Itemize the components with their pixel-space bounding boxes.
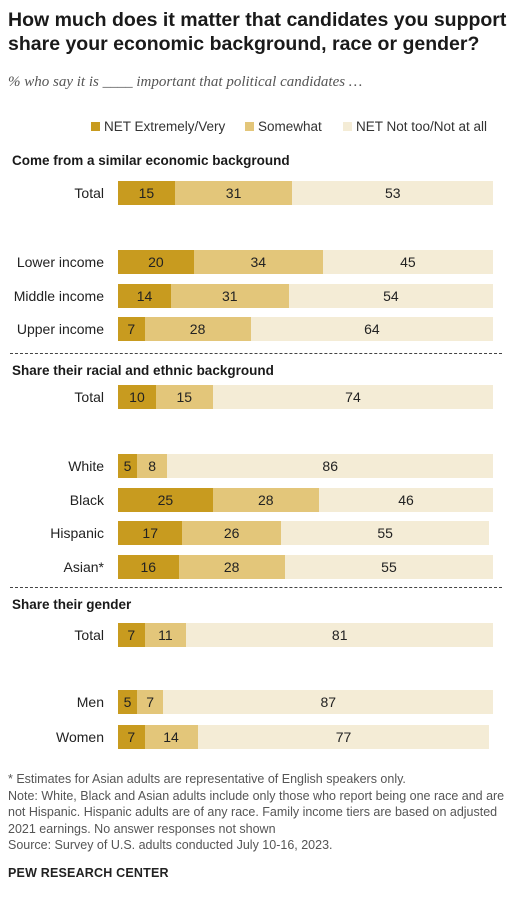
note-methodology: Note: White, Black and Asian adults incl… (8, 788, 505, 836)
stacked-bar: 15 31 53 (118, 181, 494, 205)
section-title: Share their racial and ethnic background (12, 363, 274, 378)
note-asterisk: * Estimates for Asian adults are represe… (8, 772, 406, 786)
bar-segment: 26 (182, 521, 281, 545)
row-label: Men (76, 694, 104, 710)
bar-segment: 7 (118, 317, 145, 341)
row-label: Middle income (13, 288, 104, 304)
stacked-bar: 14 31 54 (118, 284, 494, 308)
bar-segment: 31 (171, 284, 289, 308)
row-label: Women (56, 729, 104, 745)
bar-segment: 87 (163, 690, 494, 714)
bar-segment: 77 (197, 725, 490, 749)
stacked-bar: 25 28 46 (118, 488, 494, 512)
bar-segment: 5 (118, 454, 137, 478)
bar-segment: 28 (212, 488, 319, 512)
chart-title: How much does it matter that candidates … (8, 9, 507, 55)
row-label: Total (74, 627, 104, 643)
legend-item-net-not-too: NET Not too/Not at all (343, 119, 487, 134)
legend-label: Somewhat (258, 119, 322, 134)
legend: NET Extremely/Very Somewhat NET Not too/… (0, 119, 529, 137)
bar-segment: 81 (186, 623, 494, 647)
bar-segment: 34 (193, 250, 323, 274)
stacked-bar: 10 15 74 (118, 385, 494, 409)
row-label: Hispanic (50, 525, 104, 541)
bar-segment: 20 (118, 250, 194, 274)
note-source: Source: Survey of U.S. adults conducted … (8, 838, 333, 852)
bar-segment: 14 (144, 725, 198, 749)
bar-segment: 7 (136, 690, 164, 714)
bar-segment: 8 (136, 454, 168, 478)
section-divider (10, 587, 502, 588)
bar-segment: 64 (250, 317, 494, 341)
chart-subtitle: % who say it is ____ important that poli… (8, 74, 363, 90)
bar-segment: 55 (280, 521, 490, 545)
stacked-bar: 20 34 45 (118, 250, 494, 274)
bar-segment: 10 (118, 385, 156, 409)
bar-segment: 28 (144, 317, 251, 341)
bar-segment: 15 (155, 385, 213, 409)
row-label: Total (74, 185, 104, 201)
bar-segment: 45 (322, 250, 494, 274)
stacked-bar: 5 8 86 (118, 454, 494, 478)
bar-segment: 7 (118, 623, 145, 647)
row-label: White (68, 458, 104, 474)
section-title: Come from a similar economic background (12, 153, 290, 168)
stacked-bar: 16 28 55 (118, 555, 494, 579)
stacked-bar: 5 7 87 (118, 690, 494, 714)
row-label: Lower income (16, 254, 104, 270)
row-label: Upper income (16, 321, 104, 337)
stacked-bar: 7 14 77 (118, 725, 490, 749)
bar-segment: 74 (212, 385, 494, 409)
legend-item-net-extremely-very: NET Extremely/Very (91, 119, 225, 134)
brand-logo-text: PEW RESEARCH CENTER (8, 866, 169, 880)
bar-segment: 54 (288, 284, 494, 308)
bar-segment: 11 (144, 623, 187, 647)
stacked-bar: 7 28 64 (118, 317, 494, 341)
bar-segment: 15 (118, 181, 175, 205)
bar-segment: 7 (118, 725, 145, 749)
legend-swatch (245, 122, 254, 131)
bar-segment: 86 (167, 454, 494, 478)
bar-segment: 28 (178, 555, 285, 579)
legend-label: NET Extremely/Very (104, 119, 226, 134)
bar-segment: 25 (118, 488, 213, 512)
chart-notes: * Estimates for Asian adults are represe… (8, 771, 523, 854)
bar-segment: 53 (292, 181, 494, 205)
legend-label: NET Not too/Not at all (356, 119, 488, 134)
row-label: Asian* (63, 559, 104, 575)
bar-segment: 17 (118, 521, 183, 545)
row-label: Black (69, 492, 104, 508)
section-divider (10, 353, 502, 354)
legend-swatch (343, 122, 352, 131)
row-label: Total (74, 389, 104, 405)
legend-item-somewhat: Somewhat (245, 119, 322, 134)
bar-segment: 46 (318, 488, 494, 512)
bar-segment: 16 (118, 555, 179, 579)
section-title: Share their gender (12, 597, 132, 612)
bar-segment: 14 (118, 284, 172, 308)
bar-segment: 5 (118, 690, 137, 714)
stacked-bar: 17 26 55 (118, 521, 490, 545)
bar-segment: 31 (174, 181, 293, 205)
bar-segment: 55 (284, 555, 494, 579)
legend-swatch (91, 122, 100, 131)
stacked-bar: 7 11 81 (118, 623, 494, 647)
